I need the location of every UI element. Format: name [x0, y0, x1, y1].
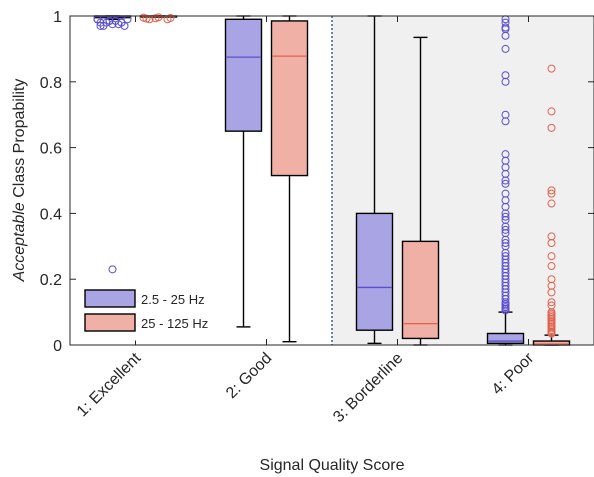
y-tick-label: 0.8 — [40, 75, 62, 92]
outlier-point — [166, 13, 175, 22]
box — [270, 20, 309, 177]
outliers-layer — [93, 13, 556, 338]
outlier-point — [547, 239, 556, 248]
outlier-point — [547, 298, 556, 307]
legend-swatch — [84, 313, 136, 332]
axes-frame — [69, 15, 594, 346]
box — [401, 240, 440, 340]
legend: 2.5 - 25 Hz 25 - 125 Hz — [82, 285, 224, 341]
y-tick-label: 0.2 — [40, 272, 62, 289]
y-axis-label: Acceptable Class Propability — [11, 79, 28, 283]
outlier-point — [108, 265, 117, 274]
outlier-point — [501, 176, 510, 185]
y-axis-label-rest: Class Propability — [11, 79, 28, 203]
outlier-point — [547, 123, 556, 132]
box — [486, 332, 525, 345]
outlier-point — [547, 64, 556, 73]
y-tick-label: 0 — [53, 338, 62, 355]
outlier-point — [501, 239, 510, 248]
outlier-point — [501, 225, 510, 234]
outlier-point — [547, 199, 556, 208]
outlier-point — [547, 107, 556, 116]
outlier-point — [501, 77, 510, 86]
outlier-point — [547, 288, 556, 297]
x-axis-label: Signal Quality Score — [260, 457, 405, 474]
outlier-point — [547, 186, 556, 195]
y-tick-label: 0.4 — [40, 206, 62, 223]
axes-frame-layer — [69, 15, 594, 346]
y-tick-label: 1 — [53, 9, 62, 26]
outlier-point — [501, 117, 510, 126]
outlier-point — [105, 16, 114, 25]
legend-label: 25 - 125 Hz — [141, 316, 208, 331]
y-tick-label: 0.6 — [40, 141, 62, 158]
boxes-layer — [93, 15, 571, 346]
outlier-point — [117, 18, 126, 27]
outlier-point — [154, 13, 163, 22]
outlier-point — [501, 212, 510, 221]
outlier-point — [547, 262, 556, 271]
legend-label: 2.5 - 25 Hz — [141, 292, 205, 307]
outlier-point — [96, 21, 105, 30]
outlier-point — [547, 189, 556, 198]
y-axis-label-italic: Acceptable — [11, 202, 28, 282]
outlier-point — [501, 44, 510, 53]
outlier-point — [547, 252, 556, 261]
outlier-point — [142, 14, 151, 23]
box — [224, 18, 263, 132]
box — [355, 212, 394, 331]
outlier-point — [547, 329, 556, 338]
outlier-point — [501, 31, 510, 40]
legend-swatch — [84, 289, 136, 308]
outlier-point — [501, 179, 510, 188]
outlier-point — [501, 306, 510, 315]
